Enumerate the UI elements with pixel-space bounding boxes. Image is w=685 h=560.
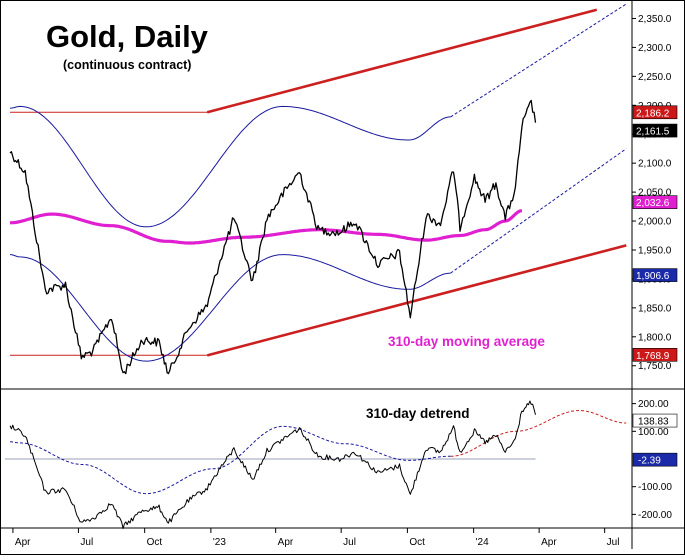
chart-subtitle: (continuous contract) <box>63 58 191 72</box>
upper-cycle-band <box>9 105 451 228</box>
time-axis-tick-label: Apr <box>278 537 294 548</box>
price-axis-tick-label: 2,300.0 <box>638 43 672 54</box>
detrend-value-tag-label: -2.39 <box>638 456 661 467</box>
price-axis-tick-label: 2,000.0 <box>638 217 672 228</box>
price-value-tag-label: 1,906.6 <box>636 271 670 282</box>
price-value-tag-box <box>632 268 678 282</box>
lower-cycle-band <box>9 254 451 362</box>
time-axis-tick-label: Jul <box>343 537 356 548</box>
time-axis-tick-label: Apr <box>541 537 557 548</box>
detrend-axis-tick-label: -200.00 <box>638 510 672 521</box>
price-axis-tick-label: 2,100.0 <box>638 159 672 170</box>
price-value-tag-label: 2,032.6 <box>636 198 670 209</box>
price-axis-tick-label: 2,250.0 <box>638 72 672 83</box>
detrend-title: 310-day detrend <box>366 406 470 421</box>
price-axis-tick-label: 1,950.0 <box>638 245 672 256</box>
detrend-value-tag-box <box>632 413 678 428</box>
detrend-value-tag-label: 138.83 <box>638 417 669 428</box>
price-axis-tick-label: 1,750.0 <box>638 361 672 372</box>
detrend-axis-tick-label: -100.00 <box>638 482 672 493</box>
chart-title: Gold, Daily <box>46 19 209 54</box>
lower-channel-trendline <box>206 244 627 357</box>
detrend-axis-tick-label: 200.00 <box>638 399 669 410</box>
price-axis-tick-label: 1,850.0 <box>638 303 672 314</box>
moving-average-line <box>9 209 523 245</box>
time-axis-tick-label: '23 <box>213 537 226 548</box>
moving-average-label: 310-day moving average <box>388 334 545 349</box>
detrend-value-tag-box <box>632 452 678 467</box>
lower-band-projection <box>450 148 627 274</box>
price-value-tag-box <box>632 195 678 209</box>
price-value-tag-label: 2,186.2 <box>636 108 670 119</box>
price-value-tag-box <box>632 105 678 120</box>
time-axis-tick-label: Jul <box>80 537 93 548</box>
gold-price-line <box>9 99 537 375</box>
price-value-tag-label: 2,161.5 <box>636 127 670 138</box>
detrend-axis-tick-label: 100.00 <box>638 427 669 438</box>
price-value-tag-label: 1,768.9 <box>636 351 670 362</box>
price-axis-tick-label: 1,800.0 <box>638 332 672 343</box>
detrend-cycle-projection <box>450 409 627 457</box>
detrend-line <box>9 400 536 529</box>
price-axis-tick-label: 2,050.0 <box>638 188 672 199</box>
time-axis-tick-label: Oct <box>147 537 163 548</box>
time-axis-tick-label: Jul <box>607 537 620 548</box>
upper-channel-trendline <box>206 8 598 114</box>
price-value-tag-box <box>632 348 678 362</box>
price-value-tag-box <box>632 123 678 138</box>
time-axis-tick-label: '24 <box>476 537 489 548</box>
price-axis-tick-label: 2,350.0 <box>638 14 672 25</box>
time-axis-tick-label: Oct <box>409 537 425 548</box>
time-axis-tick-label: Apr <box>15 537 31 548</box>
